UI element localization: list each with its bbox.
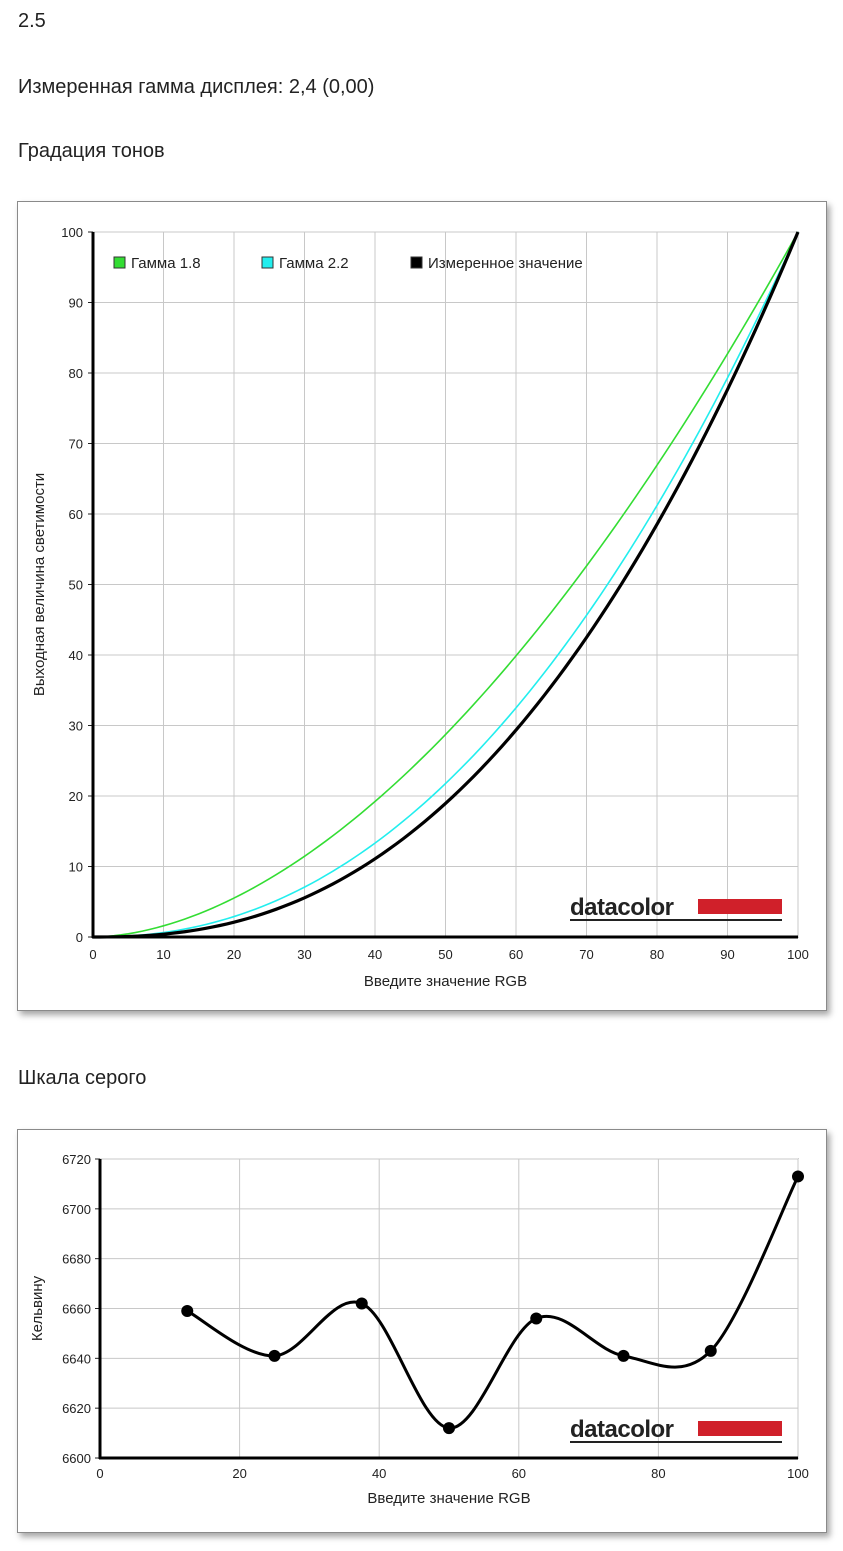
- kelvin-data-point: [704, 1344, 717, 1357]
- gray-chart-panel: 0 20 40 60 80 100 6600 6620 6640 6660 6680 6700 6720…: [17, 1129, 827, 1533]
- y-tick-label: 90: [69, 296, 83, 311]
- y-axis-label: Кельвину: [29, 1275, 46, 1341]
- header-value: 2.5: [18, 10, 46, 32]
- tone-chart-panel: 0 10 20 30 40 50 60 70 80 90 100 0 10 20 30 40 50 60 70 80 9…: [17, 201, 827, 1011]
- y-tick-label: 6660: [62, 1302, 91, 1317]
- grayscale-chart: 0 20 40 60 80 100 6600 6620 6640 6660 6680 6700 6720…: [29, 1152, 809, 1507]
- x-tick-label: 0: [96, 1466, 103, 1481]
- legend-swatch: [113, 256, 126, 269]
- x-tick-label: 70: [579, 947, 593, 962]
- y-tick-label: 60: [69, 507, 83, 522]
- y-tick-label: 6720: [62, 1152, 91, 1167]
- x-tick-label: 80: [651, 1466, 665, 1481]
- y-axis-label: Выходная величина светимости: [31, 473, 48, 696]
- x-tick-label: 90: [720, 947, 734, 962]
- logo-text: datacolor: [570, 894, 674, 921]
- y-tick-label: 6680: [62, 1252, 91, 1267]
- logo-red-bar: [698, 1421, 782, 1436]
- y-tick-label: 6600: [62, 1451, 91, 1466]
- x-tick-label: 80: [650, 947, 664, 962]
- y-tick-label: 100: [61, 225, 83, 240]
- x-tick-label: 30: [297, 947, 311, 962]
- x-axis-label: Введите значение RGB: [364, 973, 527, 990]
- y-tick-label: 70: [69, 437, 83, 452]
- kelvin-data-point: [530, 1312, 543, 1325]
- legend-label: Измеренное значение: [428, 255, 583, 272]
- kelvin-data-point: [181, 1304, 194, 1317]
- x-tick-label: 0: [89, 947, 96, 962]
- x-tick-label: 100: [787, 1466, 809, 1481]
- kelvin-data-point: [617, 1349, 630, 1362]
- x-tick-label: 40: [368, 947, 382, 962]
- series-line-1: [92, 231, 799, 938]
- y-tick-label: 6620: [62, 1401, 91, 1416]
- x-tick-label: 40: [372, 1466, 386, 1481]
- kelvin-data-point: [355, 1297, 368, 1310]
- x-tick-label: 50: [438, 947, 452, 962]
- x-tick-label: 60: [509, 947, 523, 962]
- datacolor-logo: datacolor: [570, 1416, 782, 1443]
- logo-text: datacolor: [570, 1416, 674, 1443]
- y-tick-label: 80: [69, 366, 83, 381]
- y-tick-label: 30: [69, 719, 83, 734]
- legend-label: Гамма 2.2: [279, 255, 349, 272]
- logo-red-bar: [698, 899, 782, 914]
- tone-gradation-chart: 0 10 20 30 40 50 60 70 80 90 100 0 10 20 30 40 50 60 70 80 9…: [31, 225, 809, 990]
- x-tick-label: 100: [787, 947, 809, 962]
- y-tick-label: 0: [76, 930, 83, 945]
- measured-gamma-line: Измеренная гамма дисплея: 2,4 (0,00): [18, 76, 375, 98]
- series-line-3: [92, 231, 800, 939]
- y-tick-label: 10: [69, 860, 83, 875]
- x-tick-label: 20: [227, 947, 241, 962]
- tone-section-title: Градация тонов: [18, 140, 165, 162]
- kelvin-data-point: [443, 1422, 455, 1435]
- series-line-2: [92, 231, 799, 938]
- x-tick-label: 60: [512, 1466, 526, 1481]
- legend-swatch: [410, 256, 423, 269]
- x-tick-label: 20: [232, 1466, 246, 1481]
- y-tick-label: 50: [69, 578, 83, 593]
- x-axis-label: Введите значение RGB: [367, 1490, 530, 1507]
- kelvin-data-point: [792, 1170, 804, 1183]
- datacolor-logo: datacolor: [570, 894, 782, 921]
- y-tick-label: 6640: [62, 1351, 91, 1366]
- y-tick-label: 40: [69, 648, 83, 663]
- x-tick-label: 10: [156, 947, 170, 962]
- y-tick-label: 6700: [62, 1202, 91, 1217]
- gray-section-title: Шкала серого: [18, 1067, 147, 1089]
- kelvin-data-point: [268, 1349, 281, 1362]
- legend-label: Гамма 1.8: [131, 255, 201, 272]
- y-tick-label: 20: [69, 789, 83, 804]
- legend-swatch: [261, 256, 274, 269]
